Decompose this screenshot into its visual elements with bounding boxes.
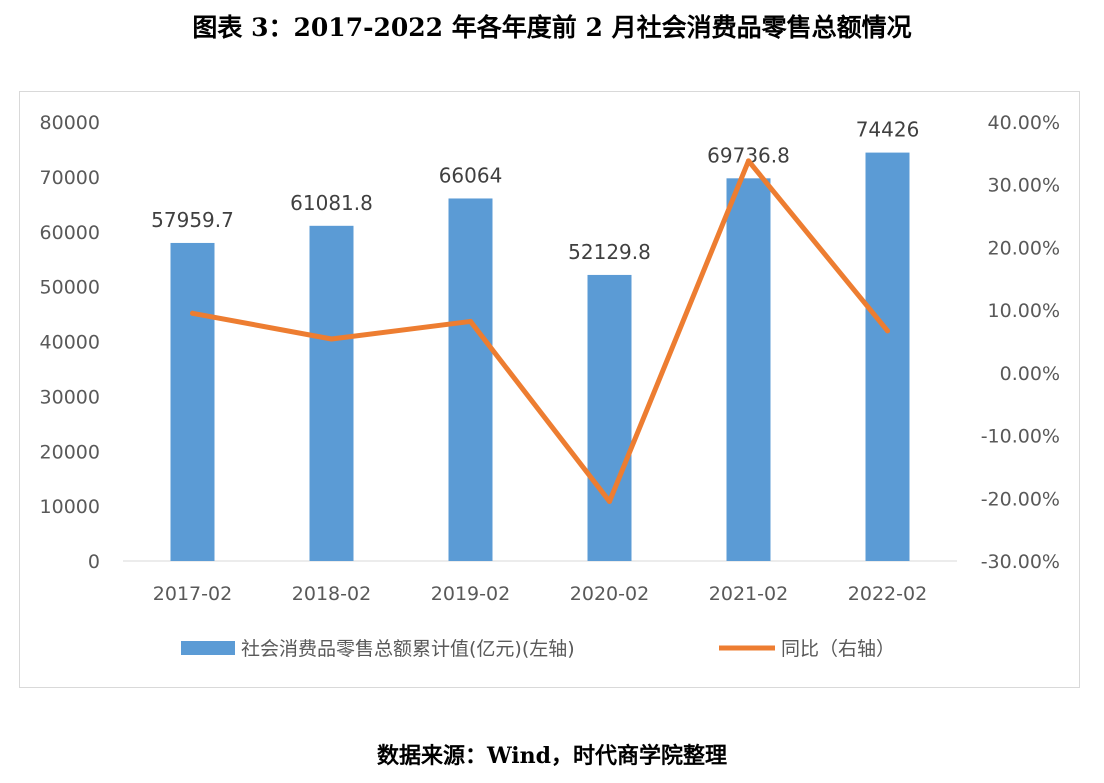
left-tick-label: 50000 bbox=[40, 277, 100, 299]
chart-frame bbox=[19, 91, 1080, 688]
bar-data-label: 66064 bbox=[439, 163, 503, 187]
right-tick-label: -10.00% bbox=[981, 426, 1060, 448]
left-tick-label: 20000 bbox=[40, 441, 100, 463]
right-tick-label: -20.00% bbox=[981, 488, 1060, 510]
right-tick-label: 40.00% bbox=[988, 112, 1060, 134]
bar-data-label: 74426 bbox=[856, 118, 920, 142]
legend-label-bar: 社会消费品零售总额累计值(亿元)(左轴) bbox=[241, 638, 575, 660]
right-tick-label: 10.00% bbox=[988, 300, 1060, 322]
bar bbox=[309, 225, 354, 561]
left-tick-label: 40000 bbox=[40, 332, 100, 354]
chart-title: 图表 3：2017-2022 年各年度前 2 月社会消费品零售总额情况 bbox=[192, 13, 912, 42]
line-point bbox=[329, 336, 334, 342]
right-tick-label: 30.00% bbox=[988, 175, 1060, 197]
bar bbox=[865, 152, 910, 561]
bar bbox=[587, 274, 632, 561]
bar bbox=[726, 178, 771, 561]
right-axis: -30.00% -20.00% -10.00% 0.00% 10.00% 20.00% 30… bbox=[981, 112, 1060, 573]
source-note: 数据来源：Wind，时代商学院整理 bbox=[376, 743, 728, 769]
left-axis: 0 10000 20000 30000 40000 50000 60000 70000 8000… bbox=[40, 112, 100, 573]
line-point bbox=[190, 310, 195, 316]
bar-data-label: 57959.7 bbox=[151, 208, 234, 232]
right-tick-label: 20.00% bbox=[988, 237, 1060, 259]
x-tick-label: 2018-02 bbox=[292, 583, 371, 605]
bar bbox=[448, 198, 493, 561]
right-tick-label: -30.00% bbox=[981, 551, 1060, 573]
left-tick-label: 10000 bbox=[40, 496, 100, 518]
line-point bbox=[746, 158, 751, 164]
line-series bbox=[190, 158, 890, 504]
right-tick-label: 0.00% bbox=[1000, 363, 1060, 385]
bar-data-label: 61081.8 bbox=[290, 191, 373, 215]
legend: 社会消费品零售总额累计值(亿元)(左轴) 同比（右轴） bbox=[181, 638, 895, 660]
x-tick-label: 2019-02 bbox=[431, 583, 510, 605]
x-tick-label: 2020-02 bbox=[570, 583, 649, 605]
bar-data-label: 52129.8 bbox=[568, 240, 651, 264]
legend-label-line: 同比（右轴） bbox=[781, 638, 895, 660]
left-tick-label: 80000 bbox=[40, 112, 100, 134]
left-tick-label: 70000 bbox=[40, 167, 100, 189]
line-point bbox=[607, 498, 612, 504]
line-point bbox=[468, 318, 473, 324]
bar bbox=[170, 242, 215, 561]
x-tick-label: 2022-02 bbox=[848, 583, 927, 605]
left-tick-label: 0 bbox=[88, 551, 100, 573]
legend-swatch-bar bbox=[181, 641, 235, 655]
left-tick-label: 30000 bbox=[40, 386, 100, 408]
yoy-line bbox=[190, 158, 890, 504]
x-axis: 2017-02 2018-02 2019-02 2020-02 2021-02 2022-… bbox=[153, 583, 927, 605]
line-point bbox=[885, 328, 890, 334]
x-tick-label: 2017-02 bbox=[153, 583, 232, 605]
x-tick-label: 2021-02 bbox=[709, 583, 788, 605]
left-tick-label: 60000 bbox=[40, 222, 100, 244]
